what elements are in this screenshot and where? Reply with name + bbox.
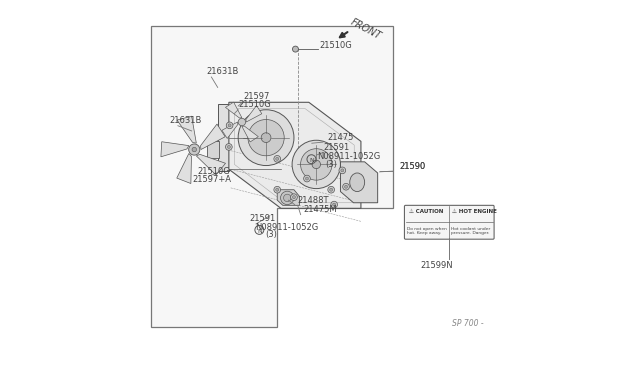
Text: 21475M: 21475M xyxy=(303,205,337,214)
Circle shape xyxy=(225,144,232,150)
Text: 21599N: 21599N xyxy=(420,261,453,270)
Circle shape xyxy=(280,191,294,205)
Text: Hot coolant under
pressure. Danger.: Hot coolant under pressure. Danger. xyxy=(451,227,490,235)
Circle shape xyxy=(328,186,335,193)
Ellipse shape xyxy=(312,160,321,169)
Text: 21597+A: 21597+A xyxy=(193,175,232,184)
Text: 21591: 21591 xyxy=(324,143,350,152)
Polygon shape xyxy=(246,106,262,122)
Polygon shape xyxy=(218,104,229,171)
Polygon shape xyxy=(177,154,191,183)
Text: ⚠ CAUTION: ⚠ CAUTION xyxy=(410,209,444,214)
Circle shape xyxy=(344,185,348,188)
Text: 21510G: 21510G xyxy=(319,41,352,49)
Text: 21590: 21590 xyxy=(399,162,426,171)
Text: 21510G: 21510G xyxy=(197,167,230,176)
Polygon shape xyxy=(222,122,238,138)
Circle shape xyxy=(330,188,333,191)
Circle shape xyxy=(276,157,278,160)
Circle shape xyxy=(339,167,346,174)
Circle shape xyxy=(276,188,278,191)
Circle shape xyxy=(292,46,298,52)
Ellipse shape xyxy=(349,173,365,192)
Polygon shape xyxy=(229,102,361,208)
Circle shape xyxy=(228,124,231,127)
Polygon shape xyxy=(225,102,242,118)
Polygon shape xyxy=(242,126,259,142)
Polygon shape xyxy=(207,141,219,158)
Text: Do not open when
hot. Keep away.: Do not open when hot. Keep away. xyxy=(408,227,447,235)
FancyBboxPatch shape xyxy=(404,205,494,239)
Circle shape xyxy=(305,177,308,180)
Circle shape xyxy=(292,196,296,199)
Text: ⚠ HOT ENGINE: ⚠ HOT ENGINE xyxy=(451,209,497,214)
Ellipse shape xyxy=(292,140,340,189)
Circle shape xyxy=(274,155,280,162)
Text: N08911-1052G: N08911-1052G xyxy=(317,152,380,161)
Circle shape xyxy=(227,122,233,129)
Text: N: N xyxy=(309,158,314,163)
Polygon shape xyxy=(277,190,300,205)
Ellipse shape xyxy=(301,149,332,180)
Circle shape xyxy=(192,147,196,152)
Circle shape xyxy=(238,118,246,126)
Circle shape xyxy=(333,203,335,206)
Text: 21590: 21590 xyxy=(399,162,426,171)
Circle shape xyxy=(227,145,230,148)
Polygon shape xyxy=(196,154,225,175)
Text: 21488T: 21488T xyxy=(298,196,329,205)
Text: FRONT: FRONT xyxy=(349,17,383,41)
Polygon shape xyxy=(177,116,196,143)
Text: N: N xyxy=(257,228,262,234)
Ellipse shape xyxy=(261,133,271,142)
Text: 21591: 21591 xyxy=(250,214,276,223)
Circle shape xyxy=(274,186,280,193)
Text: SP 700 -: SP 700 - xyxy=(452,318,484,327)
Ellipse shape xyxy=(238,110,294,166)
Text: 21475: 21475 xyxy=(328,132,354,141)
Polygon shape xyxy=(161,142,189,157)
Text: 21631B: 21631B xyxy=(170,116,202,125)
Circle shape xyxy=(331,201,337,208)
Polygon shape xyxy=(340,162,378,203)
Circle shape xyxy=(284,194,291,202)
Text: 21510G: 21510G xyxy=(238,100,271,109)
Polygon shape xyxy=(151,26,392,327)
Text: (3): (3) xyxy=(325,160,337,169)
Text: N08911-1052G: N08911-1052G xyxy=(255,223,319,232)
Circle shape xyxy=(303,175,310,182)
Circle shape xyxy=(342,183,349,190)
Circle shape xyxy=(189,144,200,155)
Circle shape xyxy=(341,169,344,172)
Circle shape xyxy=(291,194,298,201)
Text: (3): (3) xyxy=(265,230,277,239)
Polygon shape xyxy=(200,124,225,150)
Text: 21631B: 21631B xyxy=(207,67,239,76)
Ellipse shape xyxy=(248,119,284,156)
Text: 21597: 21597 xyxy=(244,92,270,100)
